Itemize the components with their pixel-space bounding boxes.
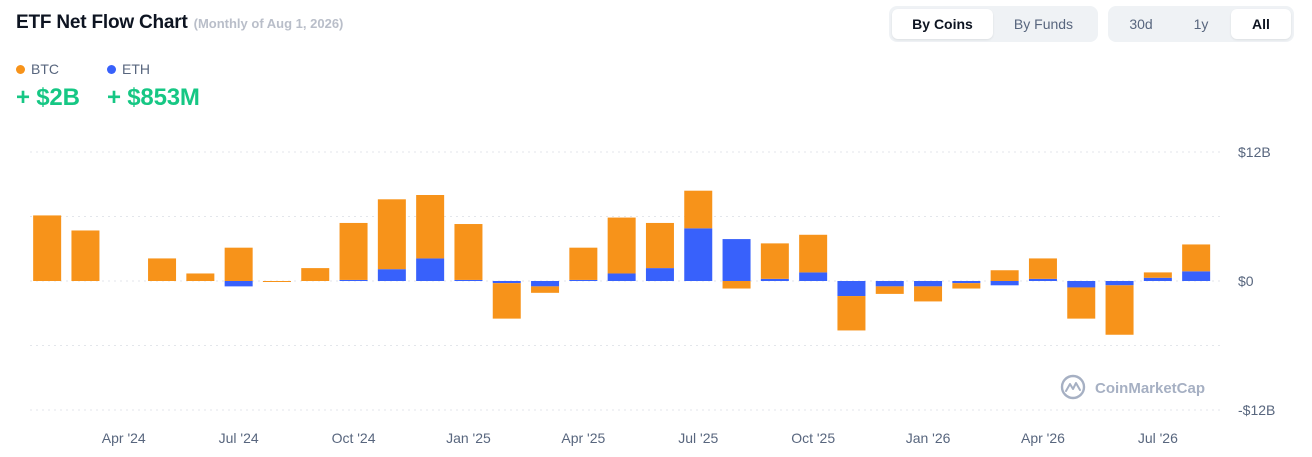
bar-btc-may-26[interactable] <box>1067 287 1096 319</box>
bar-btc-jun-24[interactable] <box>186 273 215 281</box>
chart-title: ETF Net Flow Chart <box>16 12 188 33</box>
bar-eth-jul-26[interactable] <box>1143 277 1172 281</box>
x-tick-label: Jan '25 <box>446 430 491 446</box>
coinmarketcap-logo-icon <box>1060 374 1086 400</box>
bar-btc-sep-24[interactable] <box>301 268 330 281</box>
x-tick-label: Apr '25 <box>561 430 605 446</box>
bar-btc-aug-24[interactable] <box>262 281 291 282</box>
x-tick-label: Apr '24 <box>102 430 146 446</box>
bar-eth-aug-26[interactable] <box>1182 271 1211 281</box>
bar-btc-jan-26[interactable] <box>914 286 943 302</box>
bar-btc-apr-26[interactable] <box>1028 258 1057 279</box>
x-tick-label: Apr '26 <box>1021 430 1065 446</box>
x-tick-label: Jul '25 <box>678 430 718 446</box>
bar-eth-mar-26[interactable] <box>990 281 1019 286</box>
bar-btc-apr-25[interactable] <box>569 247 598 280</box>
bar-btc-aug-26[interactable] <box>1182 244 1211 272</box>
range-toggle: 30d 1y All <box>1108 6 1294 42</box>
bar-btc-dec-25[interactable] <box>875 286 904 294</box>
bar-btc-jul-25[interactable] <box>684 190 713 229</box>
chart-header: ETF Net Flow Chart (Monthly of Aug 1, 20… <box>16 12 343 34</box>
bar-eth-oct-25[interactable] <box>799 272 828 281</box>
bar-eth-jun-26[interactable] <box>1105 281 1134 286</box>
bar-eth-apr-25[interactable] <box>569 279 598 281</box>
x-tick-label: Oct '25 <box>791 430 835 446</box>
bar-eth-apr-26[interactable] <box>1028 278 1057 281</box>
by-funds-button[interactable]: By Funds <box>1013 16 1074 32</box>
bar-eth-may-25[interactable] <box>607 273 636 281</box>
x-tick-label: Jul '24 <box>219 430 259 446</box>
by-coins-button[interactable]: By Coins <box>892 9 993 39</box>
bar-eth-jan-26[interactable] <box>914 281 943 287</box>
bar-eth-nov-25[interactable] <box>837 281 866 297</box>
legend-btc-value: + $2B <box>16 84 80 111</box>
bar-eth-dec-25[interactable] <box>875 281 904 287</box>
bar-btc-mar-26[interactable] <box>990 270 1019 281</box>
y-tick-label: $12B <box>1238 144 1271 160</box>
bar-btc-mar-24[interactable] <box>71 230 100 281</box>
coinmarketcap-watermark: CoinMarketCap <box>1060 374 1205 400</box>
bar-btc-oct-24[interactable] <box>339 222 368 280</box>
bar-btc-feb-25[interactable] <box>492 283 521 319</box>
bar-eth-jul-24[interactable] <box>224 281 253 287</box>
range-all-button[interactable]: All <box>1231 9 1291 39</box>
bar-btc-aug-25[interactable] <box>722 281 751 289</box>
watermark-text: CoinMarketCap <box>1095 380 1205 397</box>
bar-btc-jul-26[interactable] <box>1143 272 1172 278</box>
legend-eth-label: ETH <box>122 61 150 77</box>
x-tick-label: Jan '26 <box>906 430 951 446</box>
legend-btc-label: BTC <box>31 61 59 77</box>
bar-btc-jun-26[interactable] <box>1105 285 1134 335</box>
legend-eth-value: + $853M <box>107 84 200 111</box>
eth-dot-icon <box>107 64 116 74</box>
bar-btc-dec-24[interactable] <box>416 195 445 259</box>
bar-eth-mar-25[interactable] <box>531 281 560 287</box>
range-30d-button[interactable]: 30d <box>1129 16 1153 32</box>
x-tick-label: Oct '24 <box>332 430 376 446</box>
bar-eth-oct-24[interactable] <box>339 279 368 281</box>
bar-eth-feb-25[interactable] <box>492 281 521 284</box>
bar-eth-sep-25[interactable] <box>760 278 789 281</box>
legend-btc[interactable]: BTC + $2B <box>16 60 80 112</box>
view-toggle: By Coins By Funds <box>889 6 1098 42</box>
legend-eth[interactable]: ETH + $853M <box>107 60 200 112</box>
bar-eth-jun-25[interactable] <box>645 268 674 281</box>
chart-subtitle: (Monthly of Aug 1, 2026) <box>193 16 344 31</box>
bar-eth-may-26[interactable] <box>1067 281 1096 288</box>
btc-dot-icon <box>16 64 25 74</box>
bar-eth-aug-25[interactable] <box>722 239 751 281</box>
bar-btc-may-25[interactable] <box>607 217 636 274</box>
bar-btc-jul-24[interactable] <box>224 247 253 281</box>
legend-btc-label-row: BTC <box>16 60 80 78</box>
bar-btc-oct-25[interactable] <box>799 234 828 273</box>
bar-btc-nov-24[interactable] <box>377 199 406 270</box>
bar-btc-mar-25[interactable] <box>531 286 560 293</box>
bar-eth-dec-24[interactable] <box>416 258 445 281</box>
bar-btc-nov-25[interactable] <box>837 296 866 331</box>
legend-eth-label-row: ETH <box>107 60 200 78</box>
x-tick-label: Jul '26 <box>1138 430 1178 446</box>
bar-btc-may-24[interactable] <box>148 258 177 281</box>
y-tick-label: $0 <box>1238 273 1254 289</box>
bar-eth-jul-25[interactable] <box>684 228 713 281</box>
bar-btc-feb-26[interactable] <box>952 283 981 289</box>
bar-btc-feb-24[interactable] <box>33 215 62 281</box>
bar-btc-jun-25[interactable] <box>645 222 674 269</box>
bar-btc-sep-25[interactable] <box>760 243 789 279</box>
bar-btc-jan-25[interactable] <box>454 224 483 280</box>
bar-eth-jan-25[interactable] <box>454 279 483 281</box>
bar-eth-nov-24[interactable] <box>377 269 406 281</box>
range-1y-button[interactable]: 1y <box>1193 16 1209 32</box>
bar-eth-feb-26[interactable] <box>952 281 981 284</box>
y-tick-label: -$12B <box>1238 402 1275 418</box>
